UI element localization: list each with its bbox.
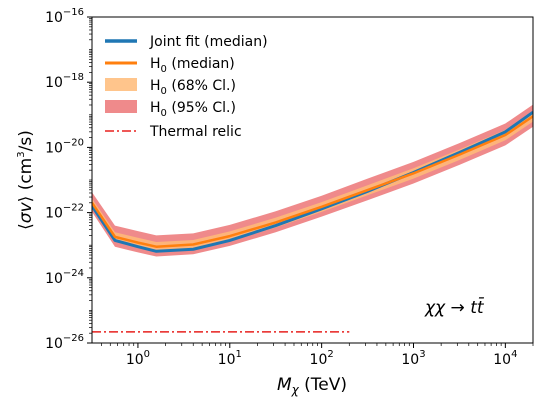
lines-layer	[92, 110, 533, 333]
legend-label: H0 (median)	[150, 56, 235, 75]
legend-swatch	[105, 100, 137, 113]
process-annotation: χχ → tt̄	[424, 296, 485, 318]
x-tick-label: 103	[401, 349, 425, 368]
legend-item: Thermal relic	[105, 124, 242, 140]
joint-fit-median-line	[92, 110, 533, 253]
x-ticks: 100 101 102 103 104	[101, 343, 534, 368]
legend-item: H0 (median)	[105, 56, 235, 75]
x-tick-label: 101	[218, 349, 242, 368]
legend-item: H0 (68% Cl.)	[105, 78, 236, 97]
x-tick-label: 104	[493, 349, 517, 368]
legend-label: Thermal relic	[149, 124, 242, 140]
legend-item: H0 (95% Cl.)	[105, 100, 236, 119]
legend-label: Joint fit (median)	[149, 34, 268, 50]
band-68-cl	[92, 111, 533, 252]
legend: Joint fit (median) H0 (median) H0 (68% Cl.…	[105, 34, 268, 140]
y-tick-label: 10−18	[45, 72, 84, 91]
y-ticks: 10−26 10−24 10−22 10−20 10−18 10−16	[45, 7, 92, 352]
h0-median-line	[92, 115, 533, 248]
y-axis-label: ⟨σv⟩ (cm3/s)	[16, 130, 36, 230]
y-tick-label: 10−22	[45, 203, 84, 222]
legend-label: H0 (68% Cl.)	[150, 78, 236, 97]
y-tick-label: 10−20	[45, 137, 84, 156]
x-tick-label: 102	[310, 349, 334, 368]
x-tick-label: 100	[126, 349, 150, 368]
legend-item: Joint fit (median)	[105, 34, 268, 50]
x-axis-label: Mχ (TeV)	[277, 375, 347, 397]
legend-label: H0 (95% Cl.)	[150, 100, 236, 119]
y-tick-label: 10−24	[45, 268, 84, 287]
y-tick-label: 10−16	[45, 7, 84, 26]
y-tick-label: 10−26	[45, 333, 84, 352]
legend-swatch	[105, 78, 137, 91]
